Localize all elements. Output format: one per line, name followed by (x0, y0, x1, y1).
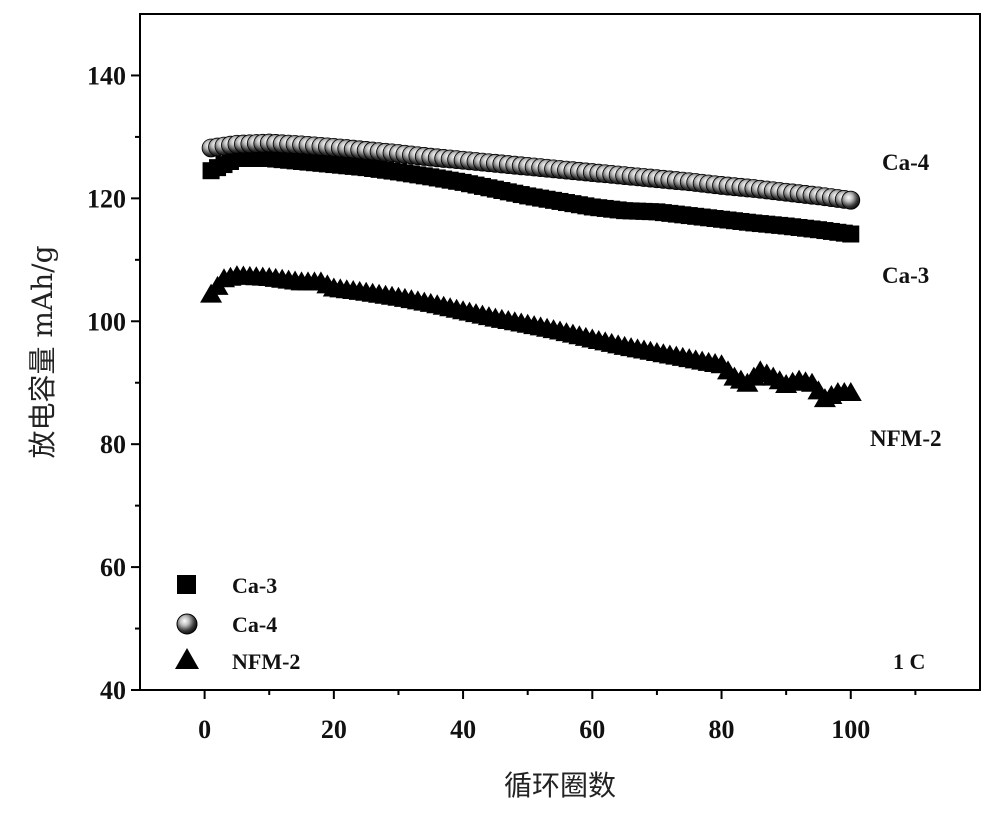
x-tick-label: 80 (709, 715, 735, 744)
x-axis-title: 循环圈数 (504, 769, 616, 802)
series-label-ca-4: Ca-4 (882, 150, 930, 175)
plot-frame (139, 13, 981, 691)
legend-marker-ca-3 (177, 575, 196, 594)
plot-border (139, 13, 981, 691)
x-tick-label: 20 (321, 715, 347, 744)
y-tick-label: 60 (100, 553, 126, 582)
y-tick-label: 100 (87, 307, 126, 336)
x-tick-label: 0 (198, 715, 211, 744)
data-point-ca-3 (842, 225, 860, 243)
series-nfm-2 (200, 265, 862, 408)
legend-label-ca-3: Ca-3 (232, 573, 277, 598)
x-tick-label: 40 (450, 715, 476, 744)
y-tick-label: 80 (100, 430, 126, 459)
tick-layer: 0 20 40 60 80 100 40 60 80 100 120 140 (87, 61, 917, 744)
legend-label-nfm-2: NFM-2 (232, 649, 300, 674)
data-point-ca-4 (841, 190, 861, 210)
rate-note: 1 C (893, 649, 925, 674)
y-tick-label: 140 (87, 61, 126, 90)
series-label-nfm-2: NFM-2 (870, 426, 942, 451)
series-end-labels: Ca-4 Ca-3 NFM-2 (870, 150, 942, 451)
series-label-ca-3: Ca-3 (882, 263, 929, 288)
x-tick-label: 100 (831, 715, 870, 744)
y-axis-title: 放电容量 mAh/g (26, 245, 59, 458)
series-layer (200, 133, 862, 408)
legend-label-ca-4: Ca-4 (232, 612, 277, 637)
y-tick-label: 40 (100, 676, 126, 705)
x-tick-label: 60 (579, 715, 605, 744)
legend-marker-ca-4 (176, 613, 198, 635)
data-point-nfm-2 (839, 381, 862, 401)
y-tick-label: 120 (87, 184, 126, 213)
legend: Ca-3 Ca-4 NFM-2 (175, 573, 300, 674)
legend-marker-nfm-2 (175, 648, 199, 669)
series-ca-4 (201, 133, 861, 210)
series-ca-3 (202, 149, 860, 243)
